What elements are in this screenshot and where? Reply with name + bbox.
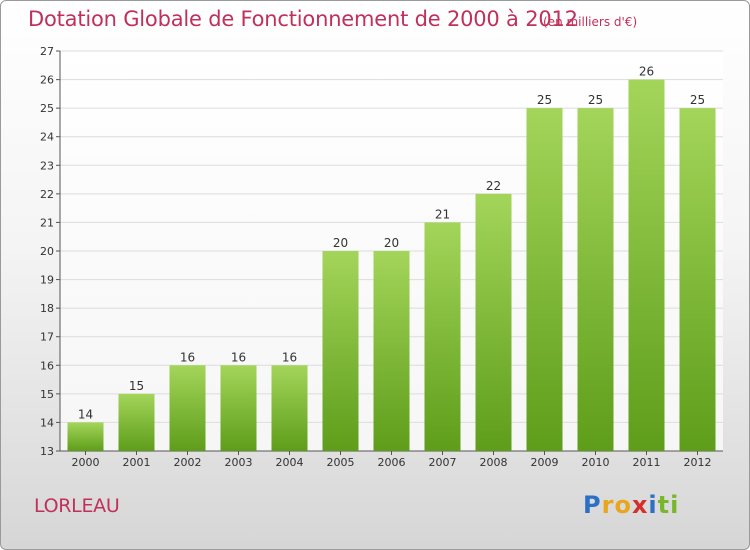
bars [67, 79, 716, 452]
bar-value-label: 16 [282, 350, 297, 364]
bar [679, 108, 716, 452]
bar-value-label: 16 [231, 350, 246, 364]
y-tick-labels: 13 14 15 16 17 18 19 20 21 22 23 24 25 26 27 [40, 45, 54, 458]
x-tick-label: 2002 [174, 456, 202, 469]
logo-letter: P [583, 491, 602, 519]
x-tick-labels: 2000 2001 2002 2003 2004 2005 2006 2007 2008 2009… [72, 451, 712, 469]
x-tick-label: 2010 [582, 456, 610, 469]
x-tick-label: 2007 [429, 456, 457, 469]
x-tick-label: 2005 [327, 456, 355, 469]
x-tick-label: 2009 [531, 456, 559, 469]
bar-value-label: 22 [486, 179, 501, 193]
bar-value-label: 25 [537, 93, 552, 107]
bar-value-label: 26 [639, 65, 654, 79]
bar-value-label: 25 [690, 93, 705, 107]
y-tick-label: 23 [40, 159, 54, 172]
bar-value-label: 16 [180, 350, 195, 364]
logo-letter: x [631, 491, 649, 519]
y-tick-label: 15 [40, 388, 54, 401]
y-tick-label: 13 [40, 445, 54, 458]
bar-value-label: 25 [588, 93, 603, 107]
bar [220, 365, 257, 451]
y-tick-label: 24 [40, 131, 54, 144]
y-tick-label: 22 [40, 188, 54, 201]
x-tick-label: 2001 [123, 456, 151, 469]
chart-subtitle: (en milliers d'€) [543, 15, 638, 29]
y-tick-label: 20 [40, 245, 54, 258]
bar [169, 365, 206, 451]
y-tick-label: 18 [40, 302, 54, 315]
x-tick-label: 2004 [276, 456, 304, 469]
y-tick-label: 16 [40, 359, 54, 372]
bar [475, 193, 512, 451]
chart-title-text: Dotation Globale de Fonctionnement de 20… [28, 7, 578, 31]
y-tick-label: 19 [40, 274, 54, 287]
bar [118, 393, 155, 451]
bar-value-label: 21 [435, 207, 450, 221]
bar-value-label: 15 [129, 379, 144, 393]
chart-title: Dotation Globale de Fonctionnement de 20… [28, 7, 578, 31]
x-tick-label: 2000 [72, 456, 100, 469]
x-tick-label: 2012 [684, 456, 712, 469]
place-name: LORLEAU [34, 495, 120, 517]
bar [67, 422, 104, 451]
bar [322, 251, 359, 451]
logo-letter: i [670, 491, 680, 519]
bar [526, 108, 563, 452]
x-tick-label: 2008 [480, 456, 508, 469]
y-tick-label: 14 [40, 416, 54, 429]
x-tick-label: 2006 [378, 456, 406, 469]
logo-letter: o [614, 491, 632, 519]
y-tick-label: 26 [40, 74, 54, 87]
proxiti-logo: Proxiti [583, 491, 679, 519]
logo-letter: r [601, 491, 615, 519]
bar [628, 79, 665, 452]
bar [271, 365, 308, 451]
logo-letter: i [648, 491, 658, 519]
bar [373, 251, 410, 451]
logo-letter: t [657, 491, 671, 519]
bar-value-label: 14 [78, 407, 93, 421]
y-tick-label: 17 [40, 331, 54, 344]
bar [424, 222, 461, 451]
bar-value-label: 20 [384, 236, 399, 250]
bar-value-label: 20 [333, 236, 348, 250]
bar [577, 108, 614, 452]
y-tick-label: 25 [40, 102, 54, 115]
x-tick-label: 2003 [225, 456, 253, 469]
y-tick-label: 27 [40, 45, 54, 58]
y-tick-label: 21 [40, 216, 54, 229]
x-tick-label: 2011 [633, 456, 661, 469]
data-labels: 14 15 16 16 16 20 20 21 22 25 25 26 25 [78, 65, 705, 422]
